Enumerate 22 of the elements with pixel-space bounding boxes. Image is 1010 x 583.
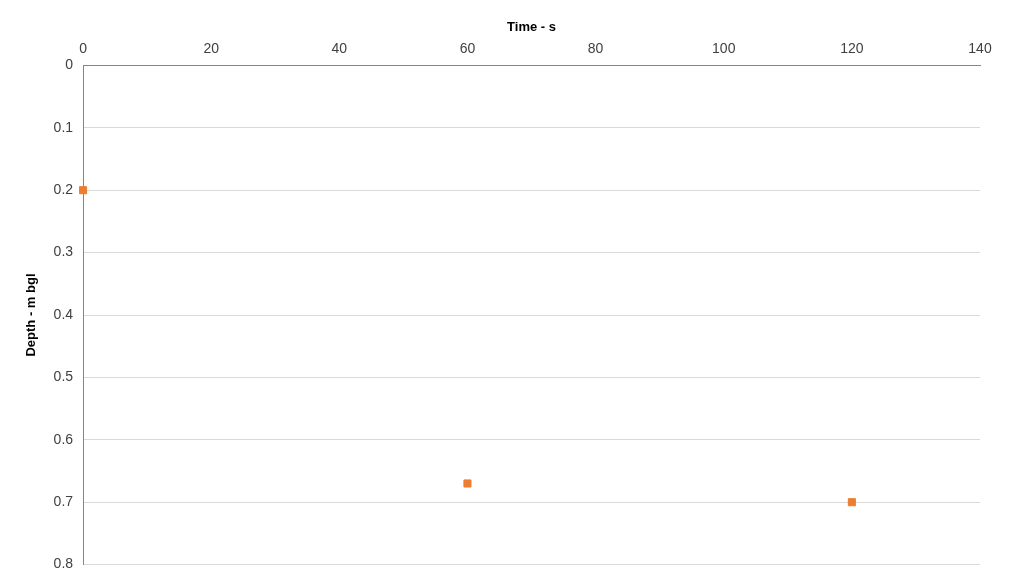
x-tick-label: 60	[459, 39, 476, 56]
point	[847, 498, 856, 507]
x-tick-label: 20	[203, 39, 220, 56]
x-tick-label: 80	[587, 39, 604, 56]
y-tick-label: 0.7	[53, 493, 74, 510]
y-tick-label: 0	[65, 56, 74, 73]
y-tick-label: 0.8	[53, 555, 74, 572]
y-tick-label: 0.4	[53, 305, 74, 322]
y-tick-label: 0.5	[53, 368, 74, 385]
y-tick-label: 0.1	[53, 118, 74, 135]
x-tick-label: 140	[968, 39, 992, 56]
x-tick-label: 100	[712, 39, 736, 56]
x-tick-label: 120	[840, 39, 864, 56]
x-tick-label: 0	[79, 39, 88, 56]
x-axis-title: Time - s	[507, 19, 556, 35]
y-axis-title: Depth - m bgl	[23, 273, 39, 357]
point	[79, 186, 88, 195]
y-tick-label: 0.2	[53, 181, 74, 198]
y-tick-label: 0.3	[53, 243, 74, 260]
point	[463, 479, 472, 488]
x-tick-label: 40	[331, 39, 348, 56]
y-tick-label: 0.6	[53, 430, 74, 447]
